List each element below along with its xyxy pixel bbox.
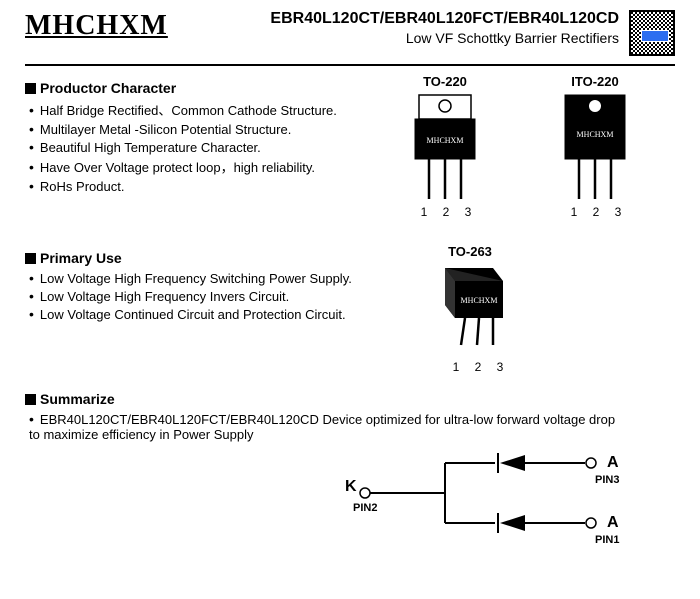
to220-icon: MHCHXM [405,93,485,203]
part-numbers: EBR40L120CT/EBR40L120FCT/EBR40L120CD [168,10,619,28]
package-ito220: ITO-220 MHCHXM 1 2 3 [555,74,635,219]
summarize-title-text: Summarize [40,391,115,407]
list-item: RoHs Product. [29,178,365,194]
package-to263: TO-263 MHCHXM 1 2 3 [425,244,515,374]
package-label: TO-220 [405,74,485,89]
list-item: Have Over Voltage protect loop，high reli… [29,157,365,176]
terminal-k: K [345,478,357,495]
terminal-a-top: A [607,454,619,471]
header: MHCHXM EBR40L120CT/EBR40L120FCT/EBR40L12… [25,10,675,66]
pin-labels: 1 2 3 [405,205,485,219]
ito220-icon: MHCHXM [555,93,635,203]
svg-text:MHCHXM: MHCHXM [427,136,464,145]
summarize-title: Summarize [25,391,675,407]
list-item: Low Voltage Continued Circuit and Protec… [29,306,385,322]
qr-code-icon [629,10,675,56]
primary-title: Primary Use [25,250,675,266]
circuit-diagram: K PIN2 A PIN3 A PIN1 [335,443,655,556]
package-label: TO-263 [425,244,515,259]
svg-text:MHCHXM: MHCHXM [461,296,498,305]
list-item: Multilayer Metal -Silicon Potential Stru… [29,121,365,137]
terminal-a-bot: A [607,514,619,531]
list-item: EBR40L120CT/EBR40L120FCT/EBR40L120CD Dev… [29,411,625,442]
pin1-label: PIN1 [595,534,619,546]
svg-text:MHCHXM: MHCHXM [577,130,614,139]
title-block: EBR40L120CT/EBR40L120FCT/EBR40L120CD Low… [168,10,629,46]
list-item: Low Voltage High Frequency Switching Pow… [29,270,385,286]
square-bullet-icon [25,253,36,264]
pin-labels: 1 2 3 [555,205,635,219]
brand-logo: MHCHXM [25,10,168,42]
character-list: Half Bridge Rectified、Common Cathode Str… [25,100,365,194]
pin2-label: PIN2 [353,502,377,514]
list-item: Low Voltage High Frequency Invers Circui… [29,288,385,304]
list-item: Beautiful High Temperature Character. [29,139,365,155]
summarize-list: EBR40L120CT/EBR40L120FCT/EBR40L120CD Dev… [25,411,625,442]
primary-list: Low Voltage High Frequency Switching Pow… [25,270,385,322]
list-item: Half Bridge Rectified、Common Cathode Str… [29,100,365,119]
subtitle: Low VF Schottky Barrier Rectifiers [168,30,619,46]
to263-icon: MHCHXM [425,263,515,358]
pin3-label: PIN3 [595,474,619,486]
pin-labels: 1 2 3 [425,360,515,374]
section-character: Productor Character Half Bridge Rectifie… [25,80,675,240]
section-summarize: Summarize EBR40L120CT/EBR40L120FCT/EBR40… [25,391,675,442]
character-title-text: Productor Character [40,80,176,96]
section-primary: Primary Use Low Voltage High Frequency S… [25,250,675,385]
package-to220: TO-220 MHCHXM 1 2 3 [405,74,485,219]
primary-title-text: Primary Use [40,250,122,266]
package-label: ITO-220 [555,74,635,89]
square-bullet-icon [25,83,36,94]
schematic-icon: K PIN2 A PIN3 A PIN1 [335,443,655,553]
square-bullet-icon [25,394,36,405]
